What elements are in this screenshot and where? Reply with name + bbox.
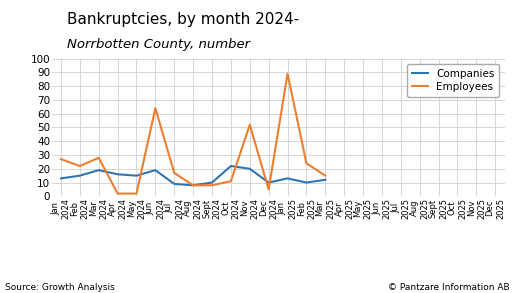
Text: Bankruptcies, by month 2024-: Bankruptcies, by month 2024- [67,12,299,27]
Companies [322,178,329,182]
Companies [284,177,290,180]
Employees [209,183,215,187]
Companies [266,181,272,184]
Employees [247,123,253,127]
Companies [303,181,310,184]
Employees [322,174,329,177]
Companies [171,182,177,186]
Companies [133,174,140,177]
Legend: Companies, Employees: Companies, Employees [407,64,500,97]
Employees [77,164,83,168]
Companies [247,167,253,171]
Employees [266,188,272,191]
Employees [303,161,310,165]
Text: Source: Growth Analysis: Source: Growth Analysis [5,282,115,292]
Companies [96,168,102,172]
Text: Norrbotten County, number: Norrbotten County, number [67,38,250,51]
Companies [58,177,64,180]
Companies [114,173,121,176]
Employees [58,157,64,161]
Text: © Pantzare Information AB: © Pantzare Information AB [388,282,510,292]
Companies [209,181,215,184]
Employees [152,106,159,110]
Companies [190,183,196,187]
Companies [152,168,159,172]
Line: Companies: Companies [61,166,325,185]
Employees [228,179,234,183]
Employees [96,156,102,159]
Employees [114,192,121,195]
Companies [228,164,234,168]
Employees [190,183,196,187]
Line: Employees: Employees [61,74,325,194]
Employees [171,171,177,175]
Employees [284,72,290,76]
Companies [77,174,83,177]
Employees [133,192,140,195]
